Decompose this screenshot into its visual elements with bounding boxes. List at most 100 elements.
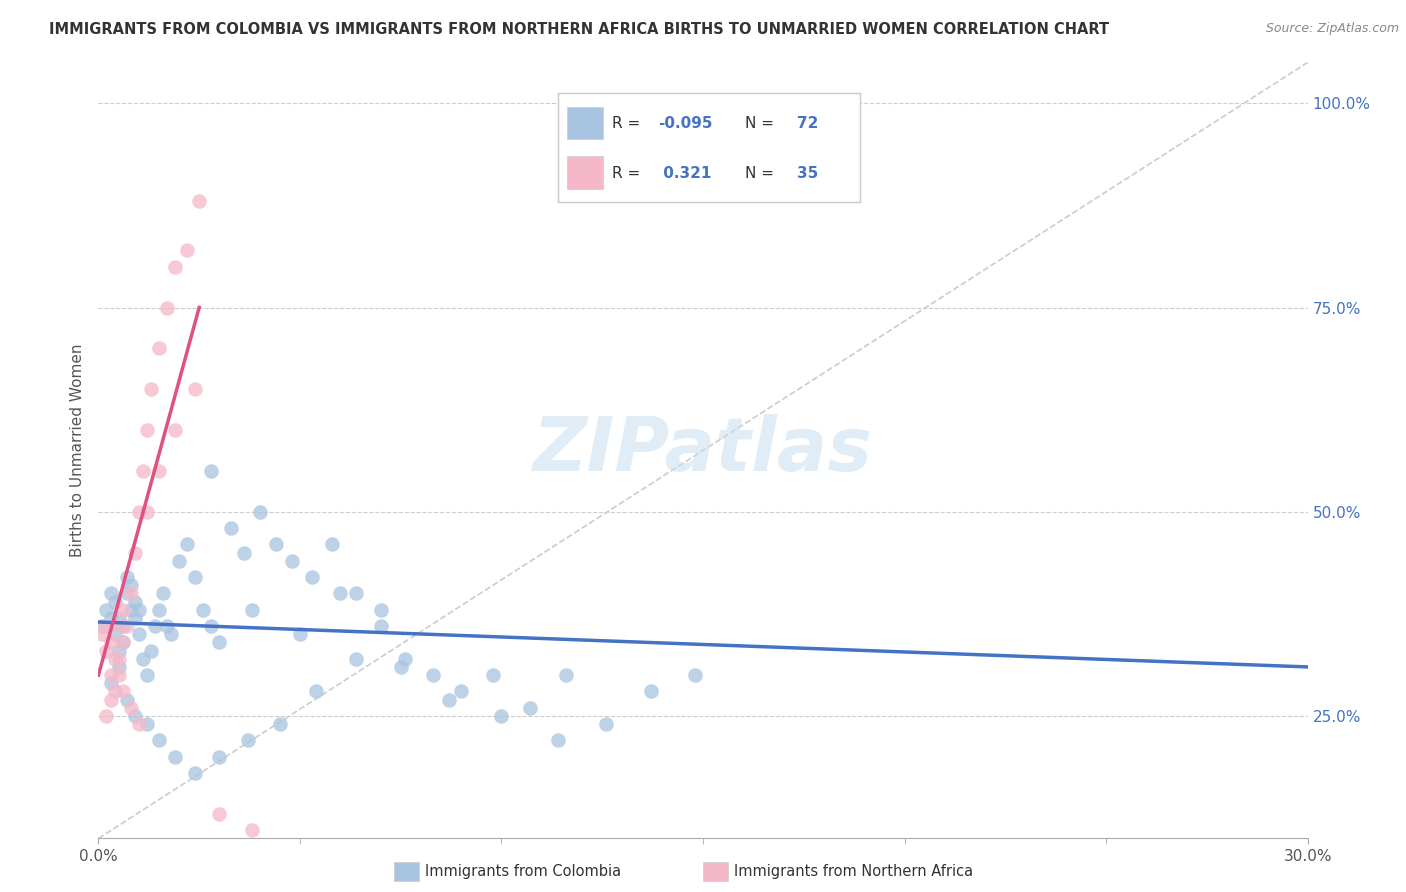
Point <box>547 733 569 747</box>
Point <box>96 709 118 723</box>
Point <box>135 505 157 519</box>
Point <box>111 603 134 617</box>
Point <box>156 301 179 315</box>
Point <box>148 603 170 617</box>
Point <box>111 635 134 649</box>
Point <box>107 652 129 666</box>
Point <box>115 586 138 600</box>
Point <box>640 684 662 698</box>
Text: Source: ZipAtlas.com: Source: ZipAtlas.com <box>1265 22 1399 36</box>
Point <box>143 619 166 633</box>
Point <box>240 603 263 617</box>
Point <box>120 578 142 592</box>
Point <box>124 594 146 608</box>
Point <box>370 619 392 633</box>
Point <box>107 611 129 625</box>
Point <box>128 627 150 641</box>
Point <box>100 586 122 600</box>
Point <box>107 660 129 674</box>
Point <box>103 627 125 641</box>
Point <box>437 692 460 706</box>
Point <box>301 570 323 584</box>
Point <box>264 537 287 551</box>
Point <box>344 652 367 666</box>
Point <box>124 611 146 625</box>
Point <box>139 643 162 657</box>
Point <box>100 668 122 682</box>
Point <box>555 668 578 682</box>
Point <box>305 684 328 698</box>
Point <box>208 807 231 822</box>
Point <box>389 660 412 674</box>
Point <box>221 521 243 535</box>
Point <box>128 505 150 519</box>
Point <box>422 668 444 682</box>
Point <box>135 668 157 682</box>
Point <box>96 619 118 633</box>
Point <box>135 423 157 437</box>
Point <box>208 635 231 649</box>
Point <box>188 194 211 209</box>
Point <box>96 643 118 657</box>
Point <box>96 603 118 617</box>
Text: IMMIGRANTS FROM COLOMBIA VS IMMIGRANTS FROM NORTHERN AFRICA BIRTHS TO UNMARRIED : IMMIGRANTS FROM COLOMBIA VS IMMIGRANTS F… <box>49 22 1109 37</box>
Point <box>103 594 125 608</box>
Point <box>163 260 186 274</box>
Text: Immigrants from Colombia: Immigrants from Colombia <box>425 864 620 879</box>
Y-axis label: Births to Unmarried Women: Births to Unmarried Women <box>69 343 84 558</box>
Point <box>160 627 183 641</box>
Point <box>240 823 263 838</box>
Point <box>103 652 125 666</box>
Point <box>124 545 146 559</box>
Point <box>184 570 207 584</box>
Point <box>115 619 138 633</box>
Text: Immigrants from Northern Africa: Immigrants from Northern Africa <box>734 864 973 879</box>
Point <box>103 684 125 698</box>
Point <box>156 619 179 633</box>
Point <box>135 717 157 731</box>
Point <box>128 603 150 617</box>
Point <box>232 545 254 559</box>
Point <box>249 505 271 519</box>
Point <box>111 619 134 633</box>
Point <box>344 586 367 600</box>
Point <box>148 342 170 356</box>
Point <box>163 749 186 764</box>
Point <box>482 668 505 682</box>
Text: ZIPatlas: ZIPatlas <box>533 414 873 487</box>
Point <box>370 603 392 617</box>
Point <box>200 619 222 633</box>
Point <box>148 464 170 478</box>
Point <box>120 700 142 714</box>
Point <box>595 717 617 731</box>
Point <box>184 766 207 780</box>
Point <box>329 586 352 600</box>
Point <box>132 464 155 478</box>
Point <box>124 709 146 723</box>
Point <box>152 586 174 600</box>
Point <box>281 554 304 568</box>
Point <box>100 676 122 690</box>
Point <box>184 382 207 396</box>
Point <box>200 464 222 478</box>
Point <box>288 627 311 641</box>
Point <box>111 684 134 698</box>
Point <box>193 603 215 617</box>
Point <box>683 668 706 682</box>
Point <box>132 652 155 666</box>
Point <box>111 635 134 649</box>
Point <box>167 554 190 568</box>
Point <box>115 692 138 706</box>
Point <box>120 603 142 617</box>
Point <box>208 749 231 764</box>
Point <box>100 692 122 706</box>
Point <box>236 733 259 747</box>
Point <box>176 537 198 551</box>
Point <box>321 537 343 551</box>
Point <box>100 611 122 625</box>
Point <box>176 244 198 258</box>
Point <box>120 586 142 600</box>
Point <box>139 382 162 396</box>
Point <box>115 570 138 584</box>
Point <box>91 619 114 633</box>
